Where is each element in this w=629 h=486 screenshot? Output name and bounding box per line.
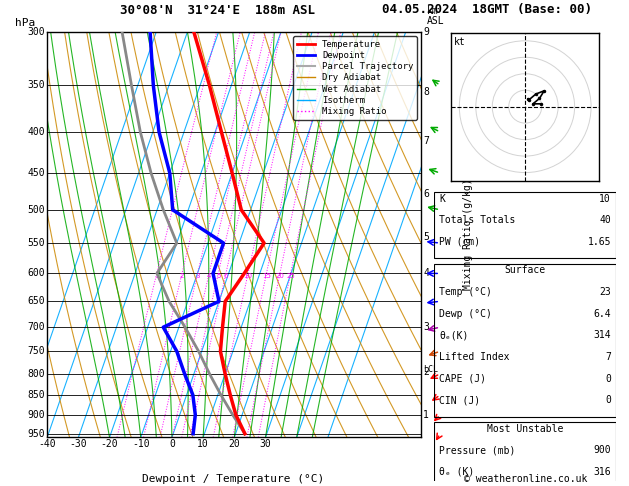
Text: 20: 20 (228, 439, 240, 450)
Text: 9: 9 (423, 27, 429, 36)
Text: CAPE (J): CAPE (J) (440, 374, 486, 383)
Text: 40: 40 (599, 215, 611, 225)
Text: 25: 25 (286, 274, 295, 279)
Text: -40: -40 (38, 439, 56, 450)
Text: 04.05.2024  18GMT (Base: 00): 04.05.2024 18GMT (Base: 00) (382, 3, 593, 16)
Text: Most Unstable: Most Unstable (487, 424, 564, 434)
Text: 3: 3 (196, 274, 200, 279)
Text: km
ASL: km ASL (427, 5, 445, 25)
Text: 20: 20 (276, 274, 284, 279)
Text: 30°08'N  31°24'E  188m ASL: 30°08'N 31°24'E 188m ASL (120, 4, 314, 17)
Text: 4: 4 (423, 268, 429, 278)
Text: 350: 350 (28, 80, 45, 90)
Text: hPa: hPa (14, 17, 35, 28)
Text: 3: 3 (423, 322, 429, 332)
Text: Surface: Surface (504, 265, 546, 275)
Bar (434, 192, 616, 259)
Text: 2: 2 (180, 274, 184, 279)
Text: θₑ(K): θₑ(K) (440, 330, 469, 340)
Text: 900: 900 (28, 410, 45, 420)
Text: Mixing Ratio (g/kg): Mixing Ratio (g/kg) (463, 179, 473, 290)
Text: 15: 15 (262, 274, 271, 279)
Text: Dewpoint / Temperature (°C): Dewpoint / Temperature (°C) (142, 474, 324, 484)
Text: K: K (440, 193, 445, 204)
Text: θₑ (K): θₑ (K) (440, 467, 475, 477)
Text: 10: 10 (243, 274, 253, 279)
Text: Lifted Index: Lifted Index (440, 352, 510, 362)
Text: 7: 7 (423, 137, 429, 146)
Text: 4: 4 (207, 274, 211, 279)
Text: 7: 7 (605, 352, 611, 362)
Text: 400: 400 (28, 127, 45, 137)
Text: Temp (°C): Temp (°C) (440, 287, 493, 297)
Text: 5: 5 (216, 274, 220, 279)
Text: 550: 550 (28, 238, 45, 248)
Text: -30: -30 (70, 439, 87, 450)
Text: 650: 650 (28, 296, 45, 306)
Text: Pressure (mb): Pressure (mb) (440, 445, 516, 455)
Text: CIN (J): CIN (J) (440, 395, 481, 405)
Text: 10: 10 (599, 193, 611, 204)
Text: kt: kt (454, 37, 466, 47)
Text: 750: 750 (28, 346, 45, 356)
Text: LCL: LCL (423, 365, 438, 374)
Text: 300: 300 (28, 27, 45, 36)
Text: 1.65: 1.65 (587, 237, 611, 247)
Text: 0: 0 (169, 439, 175, 450)
Text: 6: 6 (423, 189, 429, 199)
Text: 314: 314 (593, 330, 611, 340)
Text: PW (cm): PW (cm) (440, 237, 481, 247)
Text: 850: 850 (28, 390, 45, 400)
Text: 0: 0 (605, 374, 611, 383)
Text: 6.4: 6.4 (593, 309, 611, 319)
Text: 23: 23 (599, 287, 611, 297)
Text: 8: 8 (423, 87, 429, 97)
Text: 1: 1 (423, 410, 429, 420)
Text: 2: 2 (423, 367, 429, 377)
Legend: Temperature, Dewpoint, Parcel Trajectory, Dry Adiabat, Wet Adiabat, Isotherm, Mi: Temperature, Dewpoint, Parcel Trajectory… (293, 36, 417, 120)
Text: Totals Totals: Totals Totals (440, 215, 516, 225)
Text: 316: 316 (593, 467, 611, 477)
Text: 900: 900 (593, 445, 611, 455)
Text: 5: 5 (423, 232, 429, 242)
Text: 800: 800 (28, 369, 45, 379)
Text: 30: 30 (260, 439, 271, 450)
Text: 950: 950 (28, 429, 45, 439)
Bar (434, 264, 616, 417)
Text: 600: 600 (28, 268, 45, 278)
Text: 1: 1 (155, 274, 159, 279)
Text: Dewp (°C): Dewp (°C) (440, 309, 493, 319)
Bar (434, 422, 616, 486)
Text: © weatheronline.co.uk: © weatheronline.co.uk (464, 473, 587, 484)
Text: -10: -10 (132, 439, 150, 450)
Text: 10: 10 (198, 439, 209, 450)
Text: -20: -20 (101, 439, 118, 450)
Text: 700: 700 (28, 322, 45, 332)
Text: 450: 450 (28, 168, 45, 178)
Text: 500: 500 (28, 205, 45, 215)
Text: 0: 0 (605, 395, 611, 405)
Text: 6: 6 (224, 274, 228, 279)
